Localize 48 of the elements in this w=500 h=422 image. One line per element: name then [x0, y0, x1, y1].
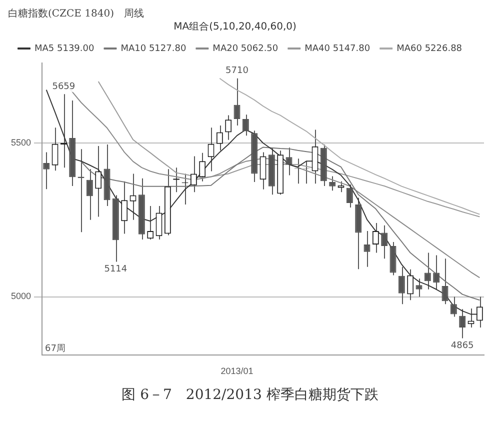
- candlestick: [234, 78, 240, 126]
- candlestick: [346, 184, 353, 208]
- annotation: 5114: [104, 264, 128, 275]
- legend-label: MA10 5127.80: [120, 44, 186, 54]
- candlestick: [372, 222, 379, 254]
- candlestick: [190, 156, 197, 193]
- candlestick: [416, 278, 422, 298]
- x-tick-label: 2013/01: [220, 366, 254, 376]
- text: 图 6－7 2012/2013 榨季白糖期货下跌: [120, 386, 380, 404]
- candlestick: [130, 173, 136, 220]
- candlestick: [43, 152, 50, 190]
- candlestick: [86, 168, 93, 220]
- annotation: 67周: [45, 343, 66, 354]
- candlestick: [225, 114, 232, 140]
- candlestick: [199, 152, 206, 182]
- candlestick: [459, 308, 466, 339]
- candlestick: [260, 152, 266, 190]
- candlestick: [338, 180, 344, 193]
- candlestick: [398, 266, 405, 305]
- candlestick: [95, 146, 102, 218]
- legend-label: MA40 5147.80: [304, 44, 370, 54]
- chart-subtitle: 白糖指数(CZCE 1840) 周线: [8, 8, 144, 20]
- y-tick-label: 5000: [10, 291, 32, 302]
- candlestick: [286, 147, 292, 176]
- candlestick: [364, 230, 370, 268]
- candlestick: [147, 206, 154, 240]
- annotation: 4865: [450, 341, 474, 352]
- candlestick: [208, 127, 214, 172]
- candlestick: [424, 252, 431, 290]
- legend-label: MA20 5062.50: [212, 44, 278, 54]
- annotation: 5710: [226, 66, 249, 76]
- candlestick: [433, 254, 440, 290]
- candlestick: [242, 114, 249, 136]
- legend-label: MA5 5139.00: [34, 44, 94, 54]
- candlestick: [476, 296, 483, 328]
- annotation: 5659: [52, 82, 76, 92]
- candlestick: [312, 129, 318, 184]
- candlestick: [60, 94, 67, 168]
- candlestick: [407, 268, 414, 301]
- candlestick: [442, 258, 448, 305]
- candlestick: [329, 176, 336, 192]
- candlestick: [121, 180, 128, 234]
- y-tick-label: 5500: [10, 137, 32, 148]
- legend-label: MA60 5226.88: [396, 44, 462, 54]
- candlestick: [216, 124, 223, 151]
- candlestick: [52, 127, 58, 172]
- candlestick: [381, 224, 388, 260]
- candlestick: [156, 206, 162, 240]
